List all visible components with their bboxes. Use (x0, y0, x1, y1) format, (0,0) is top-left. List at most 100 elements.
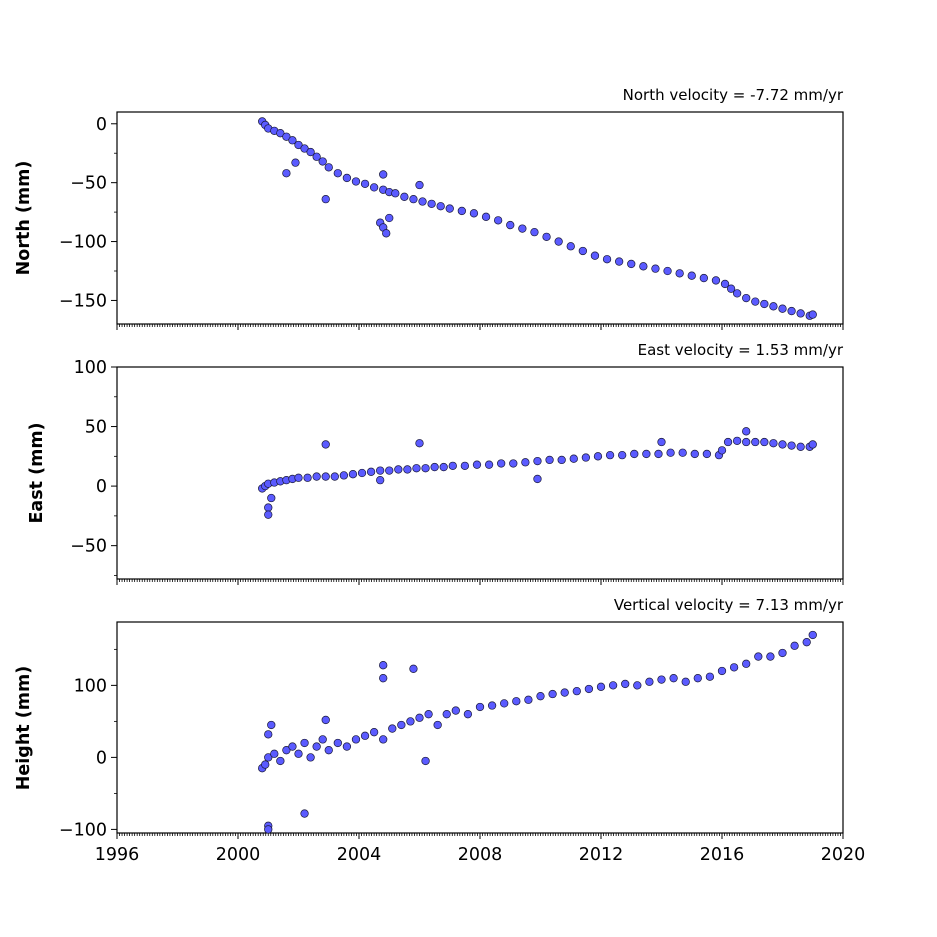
data-point (303, 473, 312, 482)
data-point (472, 460, 482, 469)
data-point (605, 450, 615, 460)
data-point (766, 652, 775, 661)
data-point (415, 713, 424, 722)
data-point (484, 460, 494, 469)
data-point (351, 735, 361, 744)
data-point (663, 266, 672, 276)
east-panel: East velocity = 1.53 mm/yr East (mm) 100… (27, 341, 844, 585)
east-ylabel: East (mm) (27, 422, 47, 523)
data-point (729, 663, 739, 672)
data-point (300, 809, 309, 818)
x-tick-label: 2008 (458, 845, 503, 865)
data-point (796, 309, 805, 318)
y-tick-label: 100 (74, 676, 107, 696)
plot-frame (116, 366, 844, 580)
y-tick-label: −50 (70, 537, 107, 557)
data-point (717, 446, 727, 455)
data-point (321, 472, 330, 481)
data-point (475, 702, 485, 712)
data-point (318, 157, 327, 166)
height-panel: Vertical velocity = 7.13 mm/yr Height (m… (14, 596, 865, 865)
data-point (678, 448, 687, 457)
data-point (769, 302, 778, 311)
data-point (366, 467, 376, 476)
data-point (379, 661, 388, 670)
data-point (566, 242, 575, 251)
data-point (645, 677, 654, 686)
data-point (675, 269, 684, 278)
data-point (808, 630, 817, 640)
data-point (769, 439, 778, 448)
data-point (654, 449, 663, 459)
y-tick-label: −100 (59, 233, 107, 253)
data-point (521, 458, 530, 467)
data-point (409, 664, 418, 673)
data-point (321, 440, 330, 449)
data-point (705, 672, 715, 681)
data-point (720, 279, 730, 289)
data-point (339, 471, 349, 480)
data-point (403, 465, 412, 474)
data-point (651, 264, 660, 273)
data-point (602, 255, 612, 264)
data-point (778, 440, 787, 449)
data-point (702, 449, 712, 459)
data-point (518, 224, 527, 233)
data-point (796, 442, 805, 451)
data-point (621, 679, 630, 689)
data-point (497, 459, 506, 468)
data-point (657, 437, 666, 447)
data-point (690, 449, 699, 459)
data-point (412, 464, 421, 473)
data-point (264, 510, 273, 519)
data-point (615, 257, 624, 266)
data-point (802, 638, 811, 647)
y-tick-label: −150 (59, 291, 107, 311)
data-point (267, 720, 276, 730)
data-point (394, 465, 403, 474)
data-point (442, 710, 451, 719)
data-point (639, 262, 648, 271)
y-tick-label: 50 (85, 418, 107, 438)
data-point (300, 738, 309, 748)
data-point (421, 756, 430, 766)
x-tick-label: 1996 (95, 845, 140, 865)
data-point (324, 746, 333, 755)
data-point (642, 449, 651, 459)
north-panel: North velocity = -7.72 mm/yr North (mm) … (14, 86, 844, 330)
data-point (726, 284, 736, 293)
data-point (732, 289, 742, 298)
data-point (732, 436, 742, 445)
data-point (808, 310, 817, 319)
data-point (790, 641, 799, 650)
data-point (321, 195, 330, 204)
data-point (264, 825, 273, 834)
data-point (569, 454, 578, 463)
data-point (536, 692, 545, 701)
data-point (542, 232, 551, 241)
data-point (276, 129, 285, 138)
data-point (333, 169, 342, 178)
data-point (699, 273, 708, 283)
data-point (415, 180, 424, 190)
data-point (723, 437, 733, 447)
data-point (312, 472, 321, 481)
data-point (560, 688, 569, 697)
data-point (445, 204, 454, 213)
data-point (487, 701, 497, 710)
data-point (754, 652, 763, 661)
data-point (342, 173, 352, 183)
data-point (630, 449, 639, 459)
data-point (291, 158, 300, 167)
data-point (379, 170, 388, 179)
data-point (312, 742, 321, 751)
data-point (421, 464, 430, 473)
data-point (348, 470, 358, 479)
data-point (717, 666, 727, 676)
data-point (439, 462, 448, 472)
data-point (669, 674, 678, 683)
data-point (787, 306, 796, 316)
data-point (376, 466, 385, 475)
data-point (808, 440, 817, 449)
